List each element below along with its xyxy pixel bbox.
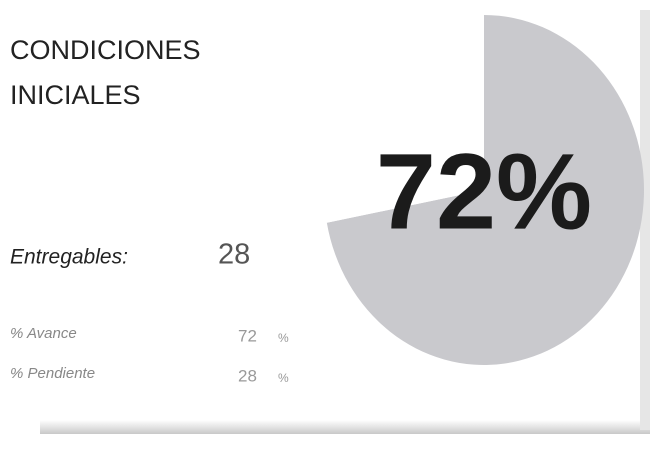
row-unit: %	[278, 371, 289, 385]
deliverables-value: 28	[218, 239, 250, 271]
pie-label: 72%	[376, 131, 592, 252]
card-shadow	[40, 420, 650, 434]
row-label: % Avance	[10, 325, 77, 342]
deliverables-label: Entregables:	[10, 246, 128, 269]
title-line: CONDICIONES	[10, 35, 201, 65]
title-line: INICIALES	[10, 80, 141, 110]
row-value: 72	[238, 326, 257, 345]
row-value: 28	[238, 366, 257, 385]
row-unit: %	[278, 331, 289, 345]
row-label: % Pendiente	[10, 365, 95, 382]
pie: 72%	[324, 15, 645, 365]
card-edge	[640, 10, 650, 430]
pie-slice	[326, 15, 645, 365]
pie-slice	[324, 15, 484, 223]
